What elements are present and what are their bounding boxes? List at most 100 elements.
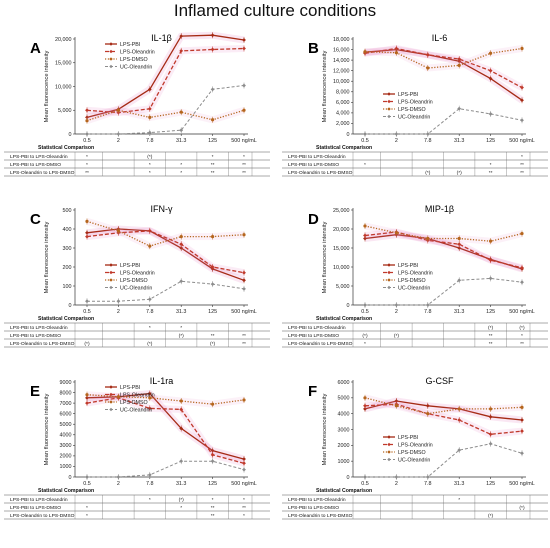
legend-label: LPS-DMSO (120, 57, 148, 63)
stat-value: * (149, 497, 151, 503)
series-band (364, 394, 523, 418)
series-line-1 (86, 230, 245, 274)
data-point (363, 396, 367, 400)
y-tick-label: 6000 (338, 380, 350, 386)
y-tick-label: 9000 (60, 380, 72, 386)
stat-value: * (212, 154, 214, 160)
data-point (394, 132, 399, 136)
panel-e: E IL-1ra Mean fluorescence intensity 0 1000 2… (4, 376, 270, 520)
data-point (425, 475, 430, 479)
data-point (179, 246, 184, 250)
data-point (242, 38, 246, 42)
series-line-1 (364, 47, 523, 89)
y-tick-label: 8,000 (336, 90, 350, 96)
y-tick-label: 5000 (60, 422, 72, 428)
data-point (179, 34, 184, 39)
y-tick-label: 2,000 (336, 121, 350, 127)
data-point (425, 52, 430, 57)
series-band (86, 394, 245, 467)
stat-value: ** (520, 162, 524, 168)
data-point (85, 401, 89, 406)
data-point (85, 115, 89, 120)
stat-value: (*) (457, 170, 463, 176)
stat-value: * (86, 505, 88, 511)
data-point (210, 47, 215, 52)
stat-value: ** (242, 162, 246, 168)
legend-marker (109, 400, 113, 404)
legend-marker (387, 435, 391, 439)
stat-value: ** (242, 505, 246, 511)
data-point (426, 236, 430, 241)
data-point (457, 448, 462, 452)
data-point (394, 399, 399, 403)
data-point (457, 106, 462, 111)
stat-value: * (243, 513, 245, 519)
data-point (242, 46, 246, 51)
stat-value: * (86, 154, 88, 160)
panel-title: IL-6 (432, 33, 448, 43)
data-point (210, 282, 215, 286)
legend-label: LPS-Oleandrin (120, 270, 155, 276)
data-point (116, 299, 121, 304)
x-tick-label: 2 (117, 481, 120, 487)
stat-row-label: LPS-PBI to LPS-DMSO (10, 333, 61, 339)
stat-value: ** (489, 170, 493, 176)
x-tick-label: 2 (395, 138, 398, 144)
data-point (179, 426, 184, 431)
series-line-1 (86, 47, 245, 114)
series-line-2 (86, 394, 245, 405)
data-point (148, 244, 152, 248)
data-point (242, 108, 246, 112)
data-point (147, 472, 152, 477)
series-line-3 (87, 280, 245, 302)
y-tick-label: 5000 (338, 396, 350, 402)
legend-label: LPS-DMSO (398, 450, 426, 456)
data-point (242, 457, 246, 461)
data-point (210, 448, 215, 453)
legend-marker (109, 385, 113, 389)
y-tick-label: 16,000 (333, 47, 350, 53)
stat-value: (*) (84, 341, 90, 347)
legend-marker (109, 42, 113, 46)
stat-value: (*) (519, 505, 525, 511)
series-line-3 (87, 460, 245, 478)
series-line-1 (364, 403, 523, 435)
y-tick-label: 500 (63, 208, 72, 214)
data-point (147, 406, 152, 411)
stat-value: * (180, 325, 182, 331)
y-tick-label: 4,000 (336, 111, 350, 117)
legend-label: UC-Oleandrin (120, 64, 152, 70)
stat-value: ** (211, 170, 215, 176)
data-point (85, 299, 89, 304)
series-line-0 (86, 34, 245, 119)
data-point (116, 108, 120, 112)
stat-value: * (180, 505, 182, 511)
data-point (489, 407, 493, 411)
data-point (211, 235, 215, 239)
stat-value: (*) (488, 513, 494, 519)
series-line-2 (364, 225, 523, 242)
y-tick-label: 300 (63, 246, 72, 252)
data-point (116, 475, 121, 479)
y-axis-label: Mean fluorescence intensity (322, 393, 328, 465)
data-point (489, 239, 493, 243)
stat-value: ** (520, 341, 524, 347)
data-point (520, 265, 524, 270)
data-point (179, 399, 183, 403)
x-tick-label: 7.8 (424, 309, 432, 315)
x-tick-label: 500 ng/mL (509, 138, 534, 144)
stat-row-label: LPS-PBI to LPS-DMSO (10, 162, 61, 168)
stat-header: Statistical Comparison (316, 488, 372, 494)
legend-marker (109, 49, 113, 54)
data-point (394, 51, 398, 55)
legend-label: UC-Oleandrin (398, 457, 430, 463)
y-tick-label: 4000 (60, 433, 72, 439)
data-point (520, 429, 524, 433)
x-tick-label: 31.3 (454, 138, 465, 144)
series-line-3 (87, 85, 245, 135)
x-tick-label: 125 (208, 309, 217, 315)
y-tick-label: 3000 (338, 427, 350, 433)
data-point (210, 33, 215, 38)
